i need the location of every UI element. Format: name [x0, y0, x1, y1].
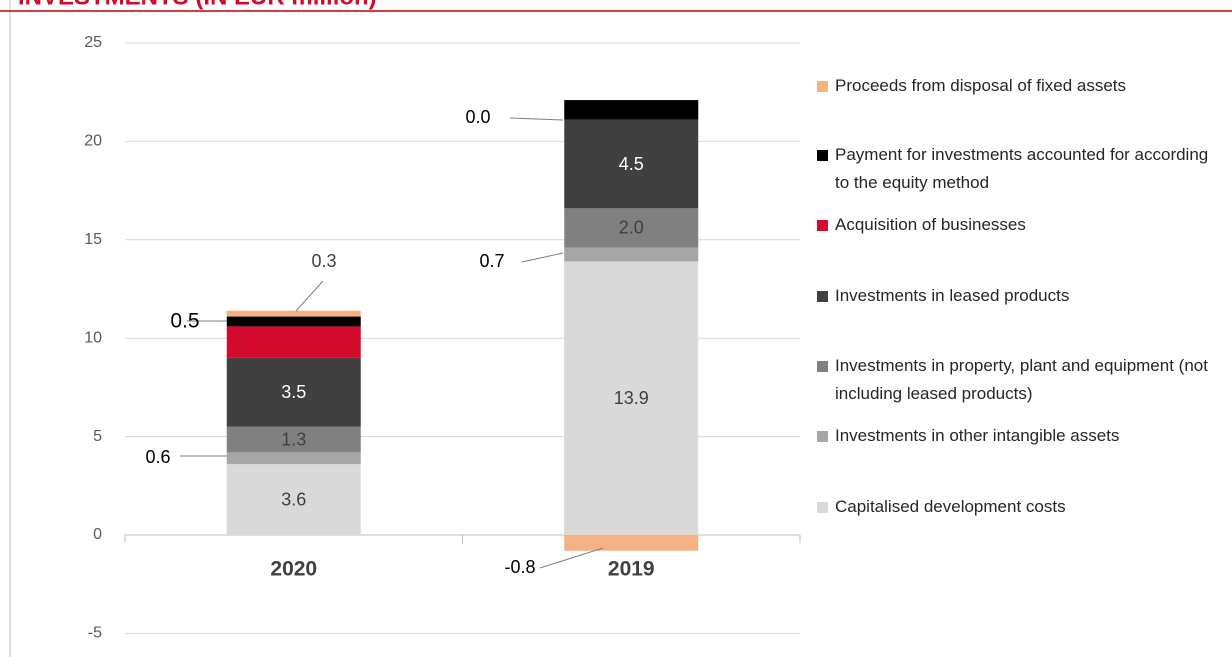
- legend-swatch: [817, 81, 828, 92]
- leader-line: [521, 252, 564, 263]
- legend-label: Acquisition of businesses: [835, 215, 1026, 234]
- legend-item: Capitalised development costs: [817, 493, 1227, 521]
- legend-item: Payment for investments accounted for ac…: [817, 141, 1227, 197]
- bar-segment: [564, 119, 699, 209]
- data-label: 0.0: [465, 107, 490, 127]
- legend-swatch: [817, 291, 828, 302]
- data-label: 0.3: [311, 251, 336, 271]
- chart-title: INVESTMENTS (IN EUR million): [18, 0, 377, 10]
- y-tick-label: 0: [93, 526, 102, 543]
- y-tick-label: 25: [84, 34, 102, 51]
- bar-segment: [226, 464, 361, 535]
- y-tick-label: 15: [84, 231, 102, 248]
- y-tick-label: 20: [84, 133, 102, 150]
- leader-line: [295, 280, 324, 312]
- data-label: 0.5: [170, 310, 199, 333]
- data-label: 3.5: [281, 382, 306, 402]
- data-label: 2.0: [619, 218, 644, 238]
- data-label: 13.9: [614, 388, 649, 408]
- legend-swatch: [817, 361, 828, 372]
- y-tick-label: 10: [84, 329, 102, 346]
- legend-item: Investments in other intangible assets: [817, 422, 1227, 450]
- legend-label: Proceeds from disposal of fixed assets: [835, 76, 1127, 95]
- bar-segment: [226, 310, 361, 317]
- bar-segment: [564, 208, 699, 248]
- legend-label: Investments in property, plant and equip…: [835, 356, 1208, 403]
- leader-line: [509, 117, 564, 121]
- bar-segment: [564, 261, 699, 535]
- legend-item: Investments in leased products: [817, 282, 1227, 310]
- data-label: 0.6: [145, 447, 170, 467]
- legend-swatch: [817, 502, 828, 513]
- legend-swatch: [817, 431, 828, 442]
- y-tick-label: 5: [93, 428, 102, 445]
- legend-label: Capitalised development costs: [835, 497, 1066, 516]
- bar-segment: [226, 326, 361, 358]
- bar-segment: [564, 100, 699, 120]
- legend-label: Payment for investments accounted for ac…: [835, 145, 1209, 192]
- data-label: -0.8: [504, 557, 535, 577]
- legend-item: Proceeds from disposal of fixed assets: [817, 72, 1227, 100]
- bar-segment: [564, 535, 699, 551]
- y-tick-label: -5: [88, 625, 102, 642]
- legend-item: Investments in property, plant and equip…: [817, 352, 1227, 408]
- bar-segment: [226, 452, 361, 465]
- leader-line: [539, 547, 604, 569]
- x-tick-label: 2020: [270, 558, 317, 581]
- legend-swatch: [817, 150, 828, 161]
- x-tick-label: 2019: [608, 558, 655, 581]
- legend-label: Investments in leased products: [835, 286, 1070, 305]
- bar-segment: [564, 247, 699, 262]
- bar-segment: [226, 357, 361, 427]
- data-label: 3.6: [281, 489, 306, 509]
- data-label: 1.3: [281, 429, 306, 449]
- data-label: 4.5: [619, 154, 644, 174]
- legend-label: Investments in other intangible assets: [835, 426, 1120, 445]
- data-label: 0.7: [479, 251, 504, 271]
- bar-segment: [226, 426, 361, 453]
- bar-segment: [226, 316, 361, 327]
- legend-swatch: [817, 220, 828, 231]
- legend-item: Acquisition of businesses: [817, 211, 1227, 239]
